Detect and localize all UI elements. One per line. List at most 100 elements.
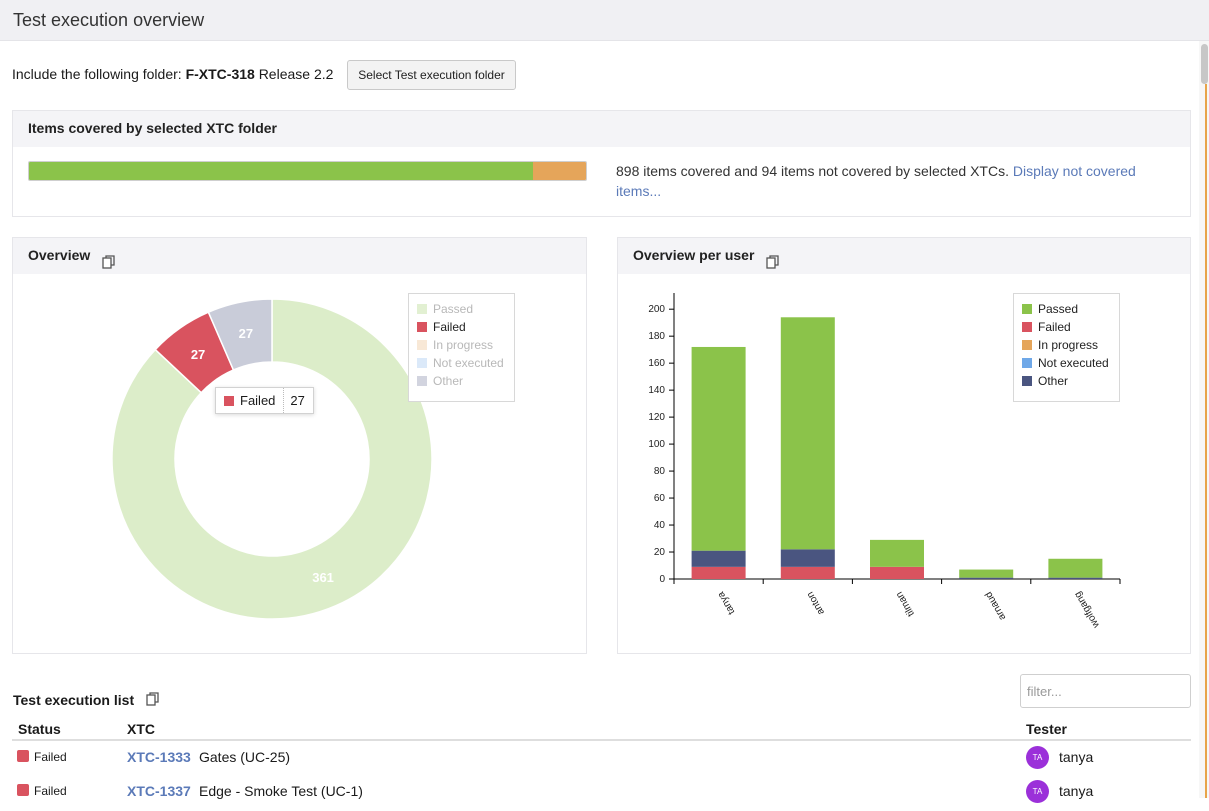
folder-prefix: Include the following folder: bbox=[12, 66, 182, 82]
per-user-bar-chart: 0 20 40 60 80 100 120 140 160 180 200 tanya anton til… bbox=[648, 293, 1121, 631]
legend-label: Other bbox=[433, 374, 464, 388]
xtc-link[interactable]: XTC-1333 bbox=[127, 749, 191, 765]
donut-slice-other[interactable] bbox=[207, 298, 273, 371]
legend-label: In progress bbox=[1038, 338, 1099, 352]
legend-label: Not executed bbox=[1038, 356, 1109, 370]
bar-arnaud-passed[interactable] bbox=[959, 569, 1014, 578]
legend-label: Failed bbox=[433, 320, 466, 334]
bar-tanya-other[interactable] bbox=[691, 550, 746, 567]
bar-arnaud-other[interactable] bbox=[959, 577, 1014, 579]
per-user-heading: Overview per user bbox=[618, 238, 1190, 274]
status-swatch bbox=[17, 750, 29, 762]
y-tick-label: 20 bbox=[654, 547, 666, 558]
y-tick-label: 80 bbox=[654, 466, 666, 477]
legend-swatch bbox=[1022, 340, 1032, 350]
folder-name: Release 2.2 bbox=[258, 66, 334, 82]
select-folder-button[interactable]: Select Test execution folder bbox=[347, 60, 516, 90]
bar-wolfgang-other[interactable] bbox=[1048, 577, 1103, 579]
copy-icon[interactable] bbox=[146, 692, 160, 706]
legend-item-in-progress[interactable]: In progress bbox=[417, 336, 506, 354]
y-tick-label: 40 bbox=[654, 520, 666, 531]
bar-tilman-passed[interactable] bbox=[870, 539, 924, 567]
legend-item-other[interactable]: Other bbox=[417, 372, 506, 390]
avatar: TA bbox=[1026, 746, 1049, 769]
xtc-name: Edge - Smoke Test (UC-1) bbox=[199, 783, 363, 799]
legend-item-not-executed[interactable]: Not executed bbox=[1022, 354, 1111, 372]
overview-donut-chart: 361 27 27 bbox=[111, 298, 433, 620]
y-tick-label: 160 bbox=[648, 358, 665, 369]
coverage-heading-text: Items covered by selected XTC folder bbox=[28, 120, 277, 136]
y-tick-label: 120 bbox=[648, 412, 665, 423]
slice-label-failed: 27 bbox=[191, 347, 205, 362]
avatar: TA bbox=[1026, 780, 1049, 803]
legend-swatch bbox=[417, 340, 427, 350]
tooltip-swatch bbox=[224, 396, 234, 406]
copy-icon[interactable] bbox=[766, 247, 780, 269]
bar-anton-passed[interactable] bbox=[780, 317, 835, 550]
per-user-heading-text: Overview per user bbox=[633, 247, 755, 263]
column-header-xtc[interactable]: XTC bbox=[127, 721, 155, 737]
x-tick-label: arnaud bbox=[983, 590, 1008, 622]
chart-tooltip: Failed 27 bbox=[215, 387, 314, 414]
bar-anton-failed[interactable] bbox=[780, 566, 835, 579]
xtc-name: Gates (UC-25) bbox=[199, 749, 291, 765]
y-tick-label: 140 bbox=[648, 385, 665, 396]
y-tick-label: 0 bbox=[659, 574, 665, 585]
y-tick-label: 180 bbox=[648, 331, 665, 342]
legend-swatch bbox=[417, 358, 427, 368]
scrollbar-track[interactable] bbox=[1199, 41, 1209, 798]
bar-wolfgang-passed[interactable] bbox=[1048, 558, 1103, 578]
legend-label: Not executed bbox=[433, 356, 504, 370]
legend-item-failed[interactable]: Failed bbox=[1022, 318, 1111, 336]
x-tick-label: tilman bbox=[894, 590, 917, 619]
legend-item-other[interactable]: Other bbox=[1022, 372, 1111, 390]
test-execution-list-title: Test execution list bbox=[13, 692, 160, 708]
y-tick-label: 100 bbox=[648, 439, 665, 450]
copy-icon[interactable] bbox=[102, 247, 116, 269]
coverage-heading: Items covered by selected XTC folder bbox=[13, 111, 1190, 147]
bar-tanya-failed[interactable] bbox=[691, 566, 746, 579]
page-header: Test execution overview bbox=[0, 0, 1209, 41]
x-tick-label: anton bbox=[805, 590, 827, 617]
column-header-tester[interactable]: Tester bbox=[1026, 721, 1067, 737]
legend-item-not-executed[interactable]: Not executed bbox=[417, 354, 506, 372]
status-text: Failed bbox=[34, 750, 67, 764]
tester-name: tanya bbox=[1059, 749, 1094, 765]
tooltip-value: 27 bbox=[290, 393, 305, 408]
legend-label: Failed bbox=[1038, 320, 1071, 334]
scroll-accent-line bbox=[1205, 84, 1207, 798]
table-row[interactable]: Failed XTC-1333 Gates (UC-25) TA tanya bbox=[12, 743, 1191, 777]
status-text: Failed bbox=[34, 784, 67, 798]
coverage-summary-text: 898 items covered and 94 items not cover… bbox=[616, 163, 1009, 179]
legend-item-passed[interactable]: Passed bbox=[1022, 300, 1111, 318]
xtc-link[interactable]: XTC-1337 bbox=[127, 783, 191, 799]
page-title: Test execution overview bbox=[13, 10, 205, 30]
overview-heading: Overview bbox=[13, 238, 586, 274]
bar-anton-other[interactable] bbox=[780, 549, 835, 567]
legend-item-passed[interactable]: Passed bbox=[417, 300, 506, 318]
overview-heading-text: Overview bbox=[28, 247, 91, 263]
coverage-panel: Items covered by selected XTC folder 898… bbox=[12, 110, 1191, 217]
filter-input[interactable] bbox=[1020, 674, 1191, 708]
display-not-covered-link[interactable]: Display not covered items... bbox=[616, 163, 1136, 199]
folder-row: Include the following folder: F-XTC-318 … bbox=[12, 66, 333, 82]
legend-item-failed[interactable]: Failed bbox=[417, 318, 506, 336]
coverage-summary: 898 items covered and 94 items not cover… bbox=[616, 161, 1156, 201]
legend-label: Passed bbox=[1038, 302, 1079, 316]
coverage-not-covered-segment bbox=[533, 162, 586, 180]
bar-tilman-failed[interactable] bbox=[870, 566, 924, 579]
legend-label: In progress bbox=[433, 338, 494, 352]
bar-tanya-passed[interactable] bbox=[691, 346, 746, 551]
legend-swatch bbox=[417, 322, 427, 332]
x-tick-label: tanya bbox=[715, 589, 737, 616]
column-header-status[interactable]: Status bbox=[18, 721, 61, 737]
scrollbar-thumb[interactable] bbox=[1201, 44, 1208, 84]
legend-label: Passed bbox=[433, 302, 474, 316]
legend-item-in-progress[interactable]: In progress bbox=[1022, 336, 1111, 354]
slice-label-other: 27 bbox=[239, 326, 253, 341]
overview-legend: Passed Failed In progress Not executed Other bbox=[408, 293, 515, 402]
tester-name: tanya bbox=[1059, 783, 1094, 799]
donut-slice-passed[interactable] bbox=[111, 298, 433, 620]
y-tick-label: 200 bbox=[648, 304, 665, 315]
table-row[interactable]: Failed XTC-1337 Edge - Smoke Test (UC-1)… bbox=[12, 777, 1191, 811]
